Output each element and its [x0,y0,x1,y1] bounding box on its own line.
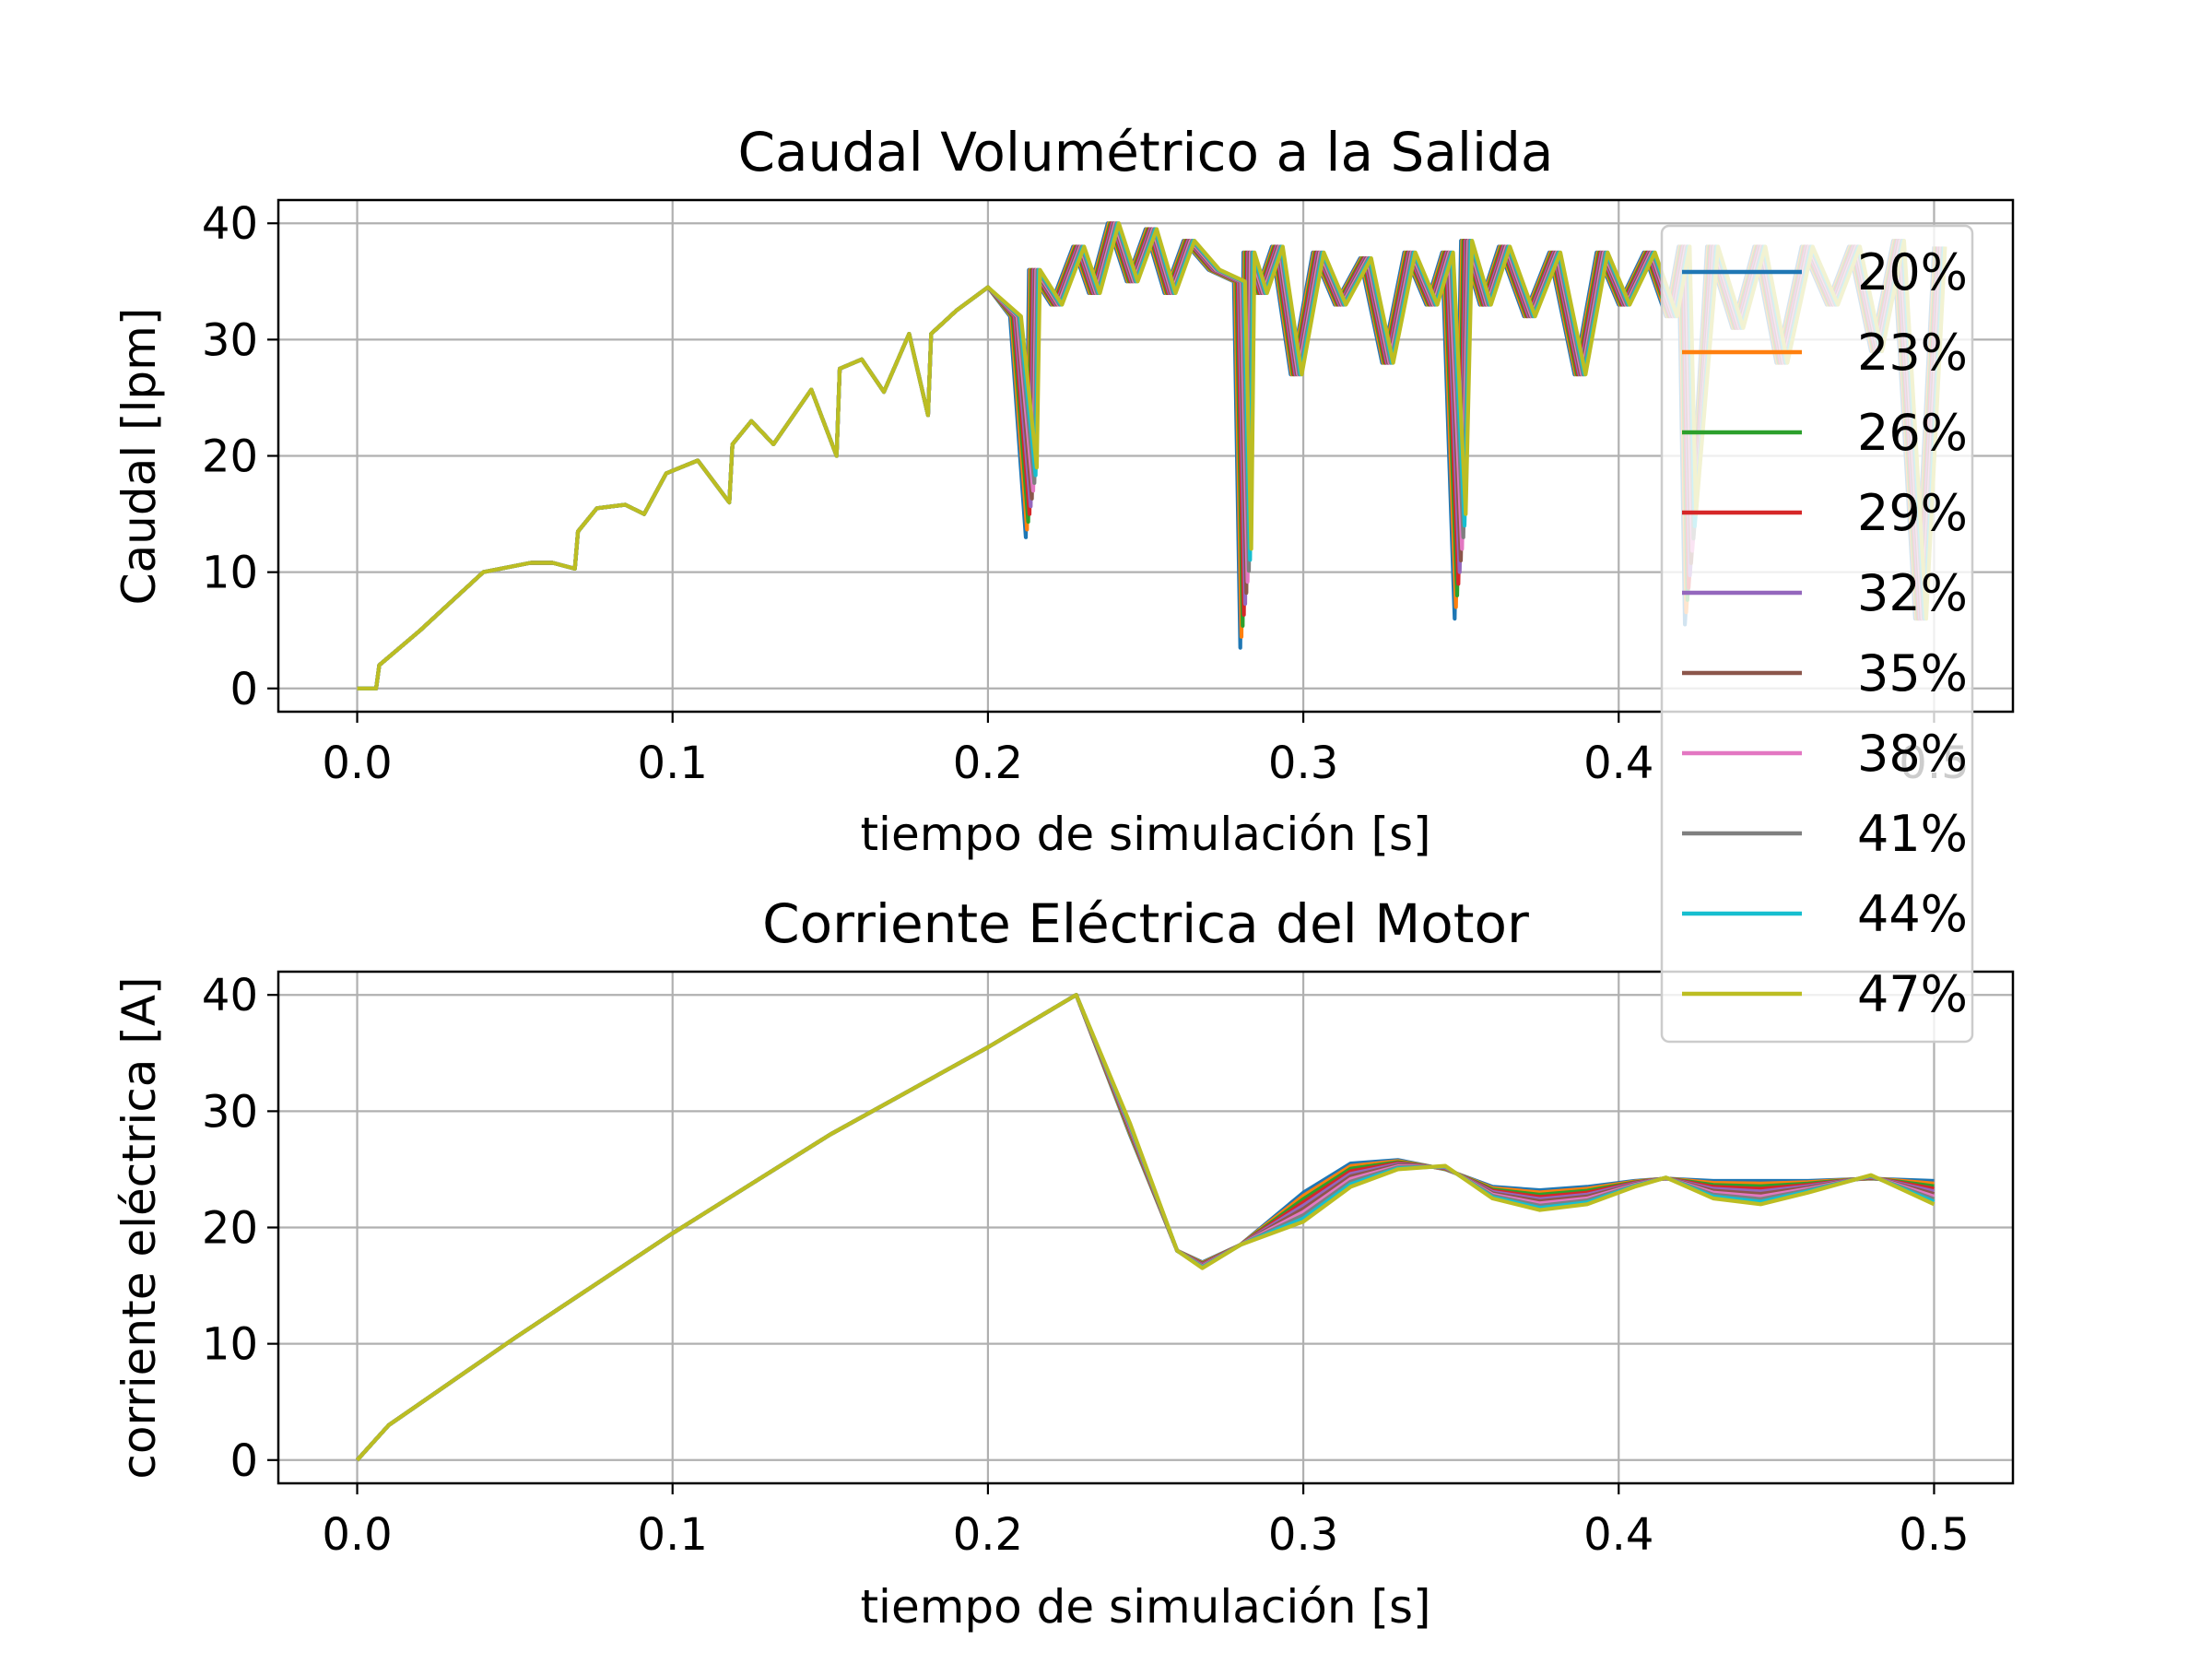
x-tick-label: 0.4 [1583,1509,1653,1561]
y-tick-label: 20 [202,1203,258,1255]
y-tick-label: 10 [202,1319,258,1371]
flow-rate-xlabel: tiempo de simulación [s] [860,808,1430,861]
x-tick-label: 0.0 [322,738,392,789]
x-tick-label: 0.4 [1583,738,1653,789]
motor-current-panel: Corriente Eléctrica del Motor 0.0 0.1 0.2 0… [112,892,2015,1634]
legend-label: 20% [1857,243,1968,301]
legend-box [1660,224,1974,1044]
y-tick-label: 0 [229,1435,258,1487]
x-tick-label: 0.3 [1268,1509,1338,1561]
legend-label: 38% [1857,725,1968,783]
motor-current-ticks: 0.0 0.1 0.2 0.3 0.4 0.5 0 10 20 30 40 [202,970,1970,1561]
legend-label: 29% [1857,484,1968,542]
y-tick-label: 40 [202,198,258,250]
motor-current-lines [355,993,1936,1462]
legend-label: 35% [1857,644,1968,702]
series-group [355,993,1936,1462]
x-tick-label: 0.0 [322,1509,392,1561]
legend-label: 44% [1857,885,1968,943]
x-tick-label: 0.2 [953,1509,1023,1561]
x-tick-label: 0.1 [638,1509,708,1561]
y-tick-label: 30 [202,1086,258,1138]
legend-label: 26% [1857,404,1968,462]
legend: 20% 23% 26% 29% 32% 35% 38% 41% 44% 47% [1660,224,1974,1044]
y-tick-label: 10 [202,548,258,599]
legend-label: 32% [1857,564,1968,622]
flow-rate-ylabel: Caudal [lpm] [112,308,166,606]
motor-current-ylabel: corriente eléctrica [A] [112,976,166,1479]
motor-current-grid [278,972,2013,1483]
y-tick-label: 30 [202,314,258,366]
motor-current-xlabel: tiempo de simulación [s] [860,1580,1430,1634]
x-tick-label: 0.5 [1899,1509,1969,1561]
x-tick-label: 0.3 [1268,738,1338,789]
y-tick-label: 40 [202,970,258,1021]
y-tick-label: 0 [229,664,258,715]
x-tick-label: 0.2 [953,738,1023,789]
x-tick-label: 0.1 [638,738,708,789]
motor-current-title: Corriente Eléctrica del Motor [762,892,1529,955]
y-tick-label: 20 [202,431,258,483]
current-series-line-47% [355,993,1936,1462]
legend-label: 47% [1857,965,1968,1023]
legend-items: 20% 23% 26% 29% 32% 35% 38% 41% 44% 47% [1682,243,1968,1023]
flow-rate-title: Caudal Volumétrico a la Salida [738,121,1554,183]
legend-label: 23% [1857,324,1968,382]
legend-label: 41% [1857,805,1968,863]
